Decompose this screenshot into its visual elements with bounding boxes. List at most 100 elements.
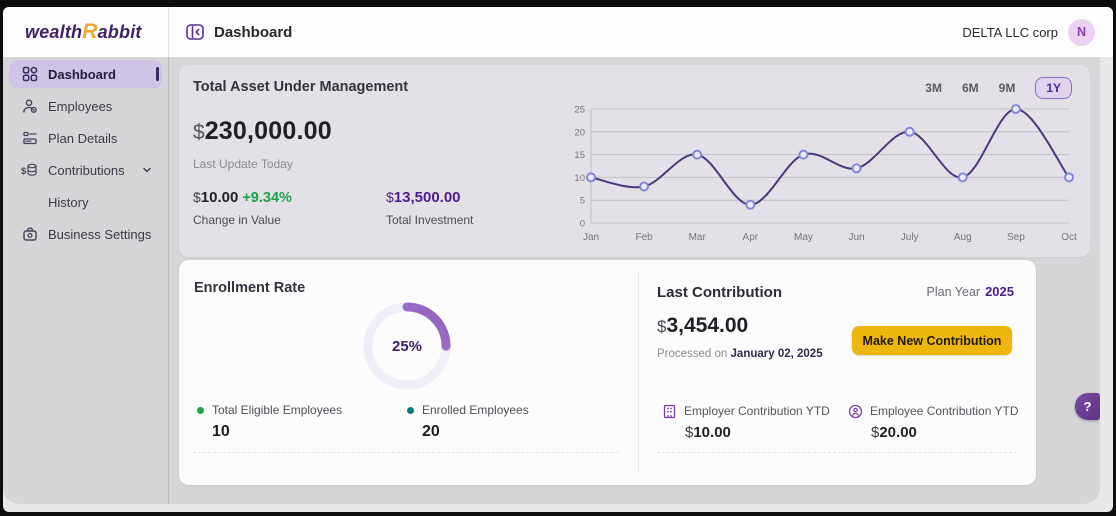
grid-icon (21, 66, 38, 83)
svg-text:0: 0 (580, 219, 585, 230)
divider (193, 452, 619, 453)
app-window: wealthRabbit Dashboard DELTA LLC corp N (3, 7, 1113, 512)
legend-label: Total Eligible Employees (212, 403, 343, 417)
page-header: Dashboard (169, 22, 962, 42)
sidebar-item-history[interactable]: History (9, 188, 162, 216)
sidebar-item-dashboard[interactable]: Dashboard (9, 60, 162, 88)
currency-symbol: $ (871, 424, 880, 441)
employee-ytd-value: 20.00 (879, 424, 917, 441)
top-bar: wealthRabbit Dashboard DELTA LLC corp N (3, 7, 1113, 57)
enrollment-rate-value: 25% (391, 337, 423, 355)
range-9m-button[interactable]: 9M (998, 81, 1016, 95)
enrollment-donut-chart: 25% (359, 298, 455, 394)
change-value: 10.00 (200, 189, 239, 206)
investment-label: Total Investment (386, 213, 474, 227)
aum-total-value: 230,000.00 (204, 117, 332, 145)
processed-prefix: Processed on (657, 348, 728, 360)
sidebar-item-label: Dashboard (48, 66, 116, 82)
avatar[interactable]: N (1068, 18, 1095, 46)
change-label: Change in Value (193, 213, 281, 227)
sidebar-item-employees[interactable]: Employees (9, 92, 162, 120)
active-indicator (156, 67, 159, 81)
last-contribution-title: Last Contribution (657, 284, 782, 301)
sidebar-item-label: Business Settings (48, 226, 152, 242)
sidebar-item-label: History (48, 194, 89, 210)
processed-on: Processed on January 02, 2025 (657, 348, 823, 360)
currency-symbol: $ (193, 121, 205, 144)
range-1y-button[interactable]: 1Y (1035, 77, 1072, 99)
svg-text:25: 25 (574, 105, 585, 116)
teal-dot-icon (407, 406, 414, 414)
logo-area: wealthRabbit (3, 7, 169, 57)
range-selector: 3M 6M 9M 1Y (925, 77, 1072, 99)
account-area: DELTA LLC corp N (962, 18, 1113, 46)
svg-text:20: 20 (574, 127, 585, 138)
document-icon (21, 130, 38, 147)
sidebar-item-contributions[interactable]: $ Contributions (9, 156, 162, 184)
panel-divider (638, 272, 639, 473)
svg-text:Oct: Oct (1061, 232, 1077, 243)
employer-ytd: Employer Contribution YTD $10.00 (662, 403, 830, 441)
total-investment-stat: $13,500.00 Total Investment (386, 189, 473, 227)
sidebar-item-label: Contributions (48, 162, 125, 178)
sidebar-collapse-icon[interactable] (185, 22, 205, 42)
employer-ytd-label: Employer Contribution YTD (684, 404, 830, 418)
svg-text:Apr: Apr (743, 232, 759, 243)
make-new-contribution-button[interactable]: Make New Contribution (852, 326, 1012, 355)
plan-year: Plan Year 2025 (927, 284, 1014, 299)
page-title: Dashboard (214, 23, 293, 41)
brand-logo[interactable]: wealthRabbit (25, 20, 142, 44)
line-chart-svg: 0 5 10 15 20 25 Jan Feb Mar Apr May Jun July Aug Sep Oc… (574, 104, 1077, 243)
aum-last-update: Last Update Today (193, 157, 293, 171)
currency-symbol: $ (386, 189, 394, 205)
person-circle-icon (848, 403, 863, 419)
svg-text:15: 15 (574, 150, 585, 161)
plan-year-value: 2025 (985, 284, 1014, 299)
aum-line-chart[interactable]: 0 5 10 15 20 25 Jan Feb Mar Apr May Jun July Aug Sep Oc… (561, 99, 1081, 249)
coins-icon: $ (21, 162, 38, 179)
sidebar-item-label: Plan Details (48, 130, 118, 146)
legend-label: Enrolled Employees (422, 403, 529, 417)
logo-prefix: wealth (25, 22, 83, 42)
aum-card: Total Asset Under Management 3M 6M 9M 1Y… (179, 65, 1090, 257)
people-icon (21, 98, 38, 115)
svg-text:Jan: Jan (583, 232, 599, 243)
employee-ytd: Employee Contribution YTD $20.00 (848, 403, 1019, 441)
employee-ytd-label: Employee Contribution YTD (870, 404, 1019, 418)
range-6m-button[interactable]: 6M (961, 81, 979, 95)
enrollment-title: Enrollment Rate (194, 280, 306, 296)
sidebar-item-label: Employees (48, 98, 113, 114)
briefcase-icon (21, 226, 38, 243)
divider (657, 452, 1017, 453)
help-button[interactable]: ? (1075, 393, 1100, 420)
svg-text:10: 10 (574, 173, 585, 184)
donut-svg (363, 302, 451, 390)
contribution-amount: $3,454.00 (657, 314, 748, 338)
range-3m-button[interactable]: 3M (925, 81, 942, 95)
currency-symbol: $ (193, 189, 201, 205)
change-in-value-stat: $10.00 +9.34% Change in Value (193, 189, 292, 227)
processed-date: January 02, 2025 (730, 348, 823, 360)
svg-text:Mar: Mar (689, 232, 707, 243)
contribution-amount-value: 3,454.00 (666, 314, 749, 337)
building-icon (662, 403, 677, 419)
plan-year-label: Plan Year (926, 285, 981, 299)
change-percent: +9.34% (242, 190, 292, 206)
company-name: DELTA LLC corp (962, 24, 1058, 40)
legend-value: 20 (422, 423, 440, 440)
legend-value: 10 (212, 423, 230, 440)
currency-symbol: $ (657, 317, 667, 336)
svg-text:Aug: Aug (954, 232, 972, 243)
sidebar-item-business-settings[interactable]: Business Settings (9, 220, 162, 248)
sidebar-item-plan-details[interactable]: Plan Details (9, 124, 162, 152)
chevron-down-icon (142, 165, 152, 175)
legend-enrolled: Enrolled Employees 20 (407, 403, 617, 441)
svg-text:$: $ (21, 166, 27, 177)
enrollment-legend: Total Eligible Employees 10 Enrolled Emp… (197, 403, 617, 441)
investment-value: 13,500.00 (393, 189, 461, 206)
employer-ytd-value: 10.00 (693, 424, 731, 441)
legend-total-eligible: Total Eligible Employees 10 (197, 403, 407, 441)
green-dot-icon (197, 406, 204, 414)
svg-text:May: May (794, 232, 813, 243)
svg-text:5: 5 (580, 196, 585, 207)
